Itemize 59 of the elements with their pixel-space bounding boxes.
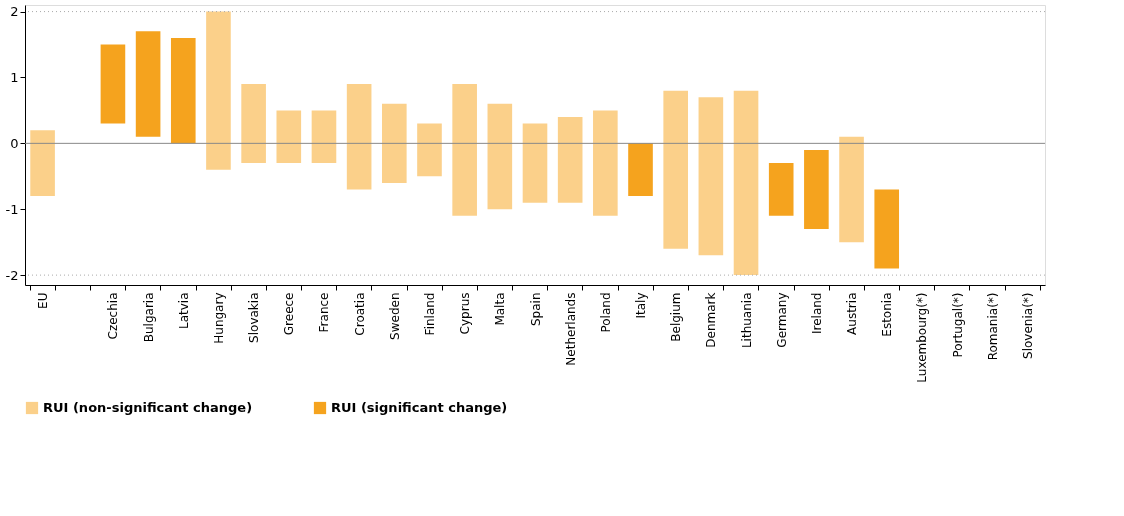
x-tick-label: Romania(*) (985, 292, 1000, 361)
x-tick-label: Malta (493, 292, 508, 326)
bar (593, 110, 618, 216)
y-tick-label: 0 (10, 135, 19, 151)
x-tick-label: Netherlands (563, 292, 578, 366)
bar (522, 123, 548, 203)
bar (346, 84, 372, 190)
bar (417, 123, 442, 177)
y-tick-label: -1 (5, 201, 19, 217)
x-tick-label: Portugal(*) (950, 292, 965, 358)
bar (628, 143, 653, 197)
bar (557, 117, 583, 203)
x-tick-label: Finland (422, 292, 437, 336)
x-tick-label: Ireland (809, 292, 824, 335)
x-tick-label: Poland (598, 292, 613, 333)
bar (206, 11, 231, 170)
x-tick-label: Greece (282, 292, 297, 336)
bar (135, 31, 161, 137)
x-tick-label: Austria (845, 292, 860, 335)
bar (452, 84, 477, 216)
x-tick-label: Luxembourg(*) (915, 292, 930, 383)
bar (311, 110, 337, 164)
y-tick-label: 1 (10, 69, 19, 85)
x-tick-label: Germany (774, 292, 789, 348)
x-tick-label: Cyprus (458, 292, 473, 335)
x-tick-label: Latvia (176, 292, 191, 330)
bar (276, 110, 302, 164)
y-tick-label: 2 (10, 4, 19, 20)
x-tick-label: Hungary (211, 292, 226, 344)
x-tick-label: Slovenia(*) (1020, 292, 1035, 359)
legend-label: RUI (non-significant change) (43, 400, 253, 415)
bar (698, 97, 724, 256)
x-tick-label: Lithuania (739, 292, 754, 349)
x-tick-label: France (317, 292, 332, 333)
x-tick-label: Italy (634, 292, 649, 319)
bar (768, 163, 794, 216)
bar (30, 130, 55, 197)
x-tick-label: Belgium (669, 292, 684, 342)
bar (241, 84, 266, 164)
x-tick-label: Sweden (387, 292, 402, 340)
bar (663, 90, 688, 249)
x-tick-label: Spain (528, 292, 543, 327)
legend-label: RUI (significant change) (331, 400, 508, 415)
x-tick-label: Czechia (106, 292, 121, 340)
bar (487, 103, 513, 210)
bar (804, 149, 829, 229)
bar (100, 44, 126, 124)
x-tick-label: Croatia (352, 292, 367, 336)
x-tick-label: Slovakia (247, 292, 262, 343)
x-tick-label: Denmark (704, 292, 719, 348)
x-tick-label: EU (36, 292, 51, 309)
x-tick-label: Bulgaria (141, 292, 156, 343)
bar (170, 37, 196, 144)
bar (839, 136, 864, 243)
bar (733, 90, 759, 276)
y-tick-label: -2 (5, 267, 19, 283)
bar (382, 103, 407, 183)
bar (874, 189, 900, 269)
x-tick-label: Estonia (880, 292, 895, 337)
